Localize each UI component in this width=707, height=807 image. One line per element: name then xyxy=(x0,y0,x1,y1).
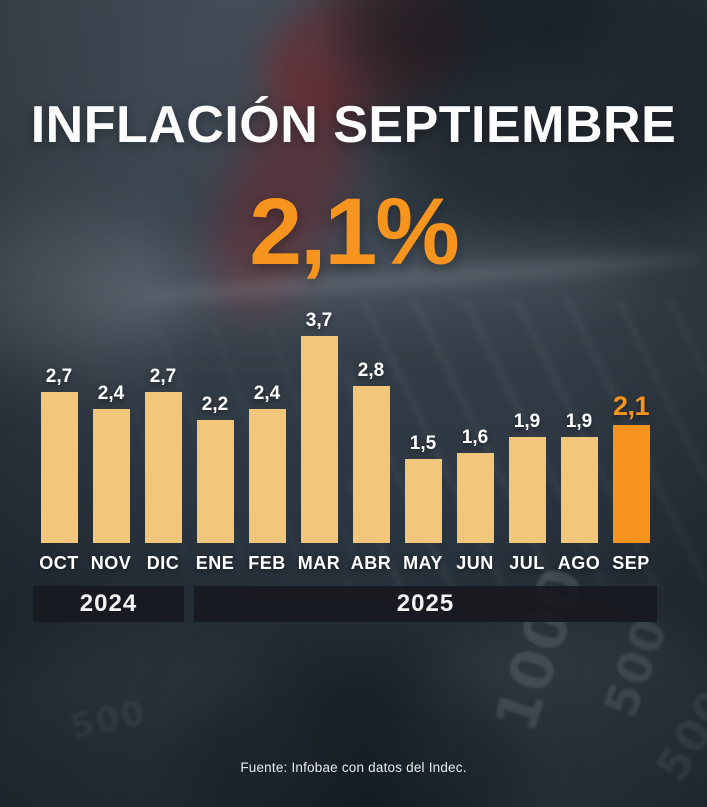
bar-value-label: 2,8 xyxy=(357,360,385,381)
month-label: SEP xyxy=(612,553,650,573)
bar-value-label: 1,9 xyxy=(513,411,541,432)
month-label: MAR xyxy=(297,553,341,573)
bar-value-label: 2,4 xyxy=(253,383,281,404)
bar-column: 1,5 xyxy=(397,433,449,543)
year-label: 2025 xyxy=(396,590,455,617)
year-label: 2024 xyxy=(79,590,138,617)
bar-column: 1,9 xyxy=(553,411,605,543)
month-label: FEB xyxy=(248,553,286,573)
sleeve-shape xyxy=(330,0,610,80)
month-label: MAY xyxy=(403,553,443,573)
bar-column: 2,7 xyxy=(33,366,85,543)
year-band-2024: 2024 xyxy=(33,586,184,622)
bar-value-label: 3,7 xyxy=(305,310,333,331)
bar-column: 1,6 xyxy=(449,427,501,543)
bar-highlighted xyxy=(612,425,650,543)
bars-row: 2,7 2,4 2,7 2,2 2,4 3,7 2,8 1,5 1,6 1,9 1,9 2,1 xyxy=(33,283,657,543)
bar-column: 2,7 xyxy=(137,366,189,543)
bar-value-label: 2,7 xyxy=(45,366,73,387)
bar xyxy=(300,336,338,543)
bar-column: 2,2 xyxy=(189,394,241,543)
bar xyxy=(560,437,598,543)
bar xyxy=(352,386,390,543)
year-bands-row: 2024 2025 xyxy=(33,586,657,622)
bar xyxy=(456,453,494,543)
headline-value: 2,1% xyxy=(249,179,460,285)
bar xyxy=(248,409,286,543)
shelf-bokeh-shape xyxy=(0,215,180,365)
bar-value-label: 2,2 xyxy=(201,394,229,415)
bar-value-label: 1,9 xyxy=(565,411,593,432)
bar xyxy=(40,392,78,543)
month-label: JUL xyxy=(509,553,545,573)
inflation-bar-chart: 2,7 2,4 2,7 2,2 2,4 3,7 2,8 1,5 1,6 1,9 1,9 2,1 OCT… xyxy=(33,0,657,807)
bar-column: 2,4 xyxy=(241,383,293,543)
bar xyxy=(404,459,442,543)
bar-column: 2,8 xyxy=(345,360,397,543)
bar-column: 3,7 xyxy=(293,310,345,543)
bar-value-label: 1,6 xyxy=(461,427,489,448)
bar-value-label: 2,1 xyxy=(612,391,650,421)
month-label: NOV xyxy=(90,553,132,573)
month-label: ABR xyxy=(350,553,392,573)
bar-value-label: 2,7 xyxy=(149,366,177,387)
month-label: JUN xyxy=(456,553,494,573)
month-label: DIC xyxy=(146,553,180,573)
year-band-2025: 2025 xyxy=(194,586,657,622)
month-label: AGO xyxy=(557,553,601,573)
bar-column: 2,1 xyxy=(605,391,657,543)
month-labels-row: OCT NOV DIC ENE FEB MAR ABR MAY JUN JUL AGO SEP xyxy=(33,550,657,576)
page-title: INFLACIÓN SEPTIEMBRE xyxy=(30,96,677,154)
bar xyxy=(196,420,234,543)
month-label: OCT xyxy=(39,553,79,573)
bar-value-label: 1,5 xyxy=(409,433,437,454)
bar xyxy=(508,437,546,543)
bar xyxy=(144,392,182,543)
bar-value-label: 2,4 xyxy=(97,383,125,404)
bar-column: 2,4 xyxy=(85,383,137,543)
month-label: ENE xyxy=(195,553,235,573)
source-caption: Fuente: Infobae con datos del Indec. xyxy=(240,760,467,775)
bar-column: 1,9 xyxy=(501,411,553,543)
bar xyxy=(92,409,130,543)
